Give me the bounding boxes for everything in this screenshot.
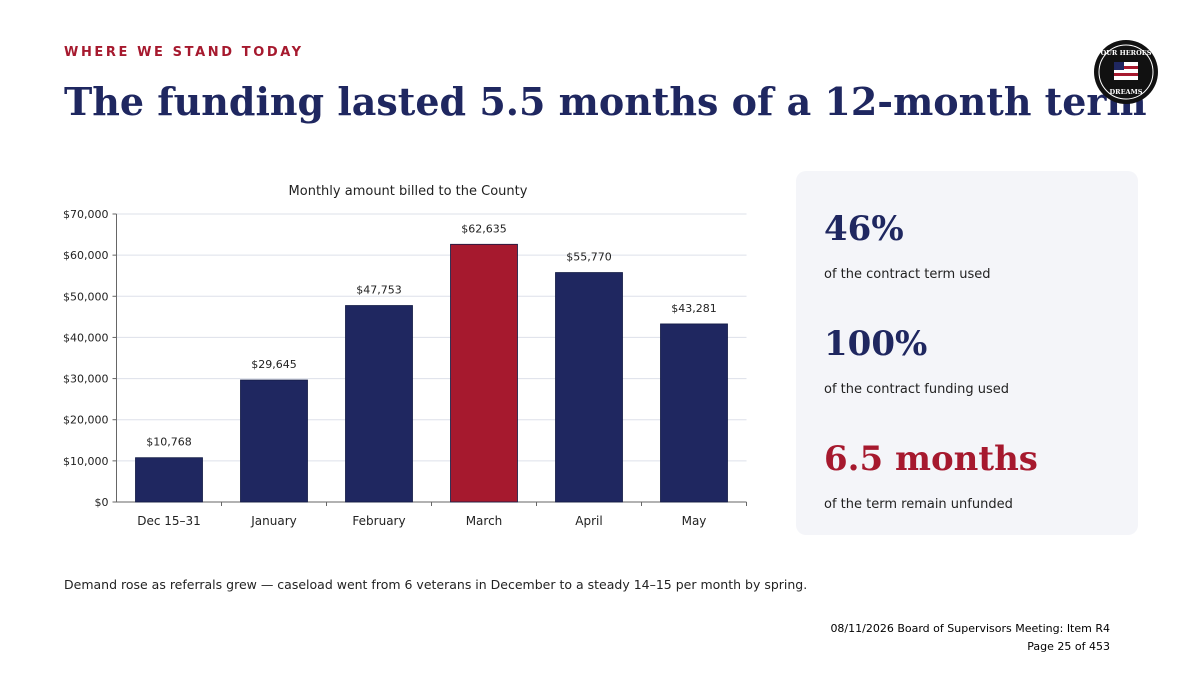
x-tick-label: Dec 15–31 <box>137 514 201 528</box>
value-label: $43,281 <box>671 302 717 315</box>
stat-figure: 46% <box>824 209 904 249</box>
value-label: $29,645 <box>251 358 297 371</box>
y-tick-label: $70,000 <box>63 208 109 221</box>
logo-flag-canton <box>1114 62 1124 70</box>
chart-title: Monthly amount billed to the County <box>289 184 528 199</box>
bar <box>345 305 413 503</box>
bar <box>135 457 203 503</box>
y-tick-label: $0 <box>95 496 109 509</box>
value-label: $47,753 <box>356 284 402 297</box>
logo-ring <box>1098 44 1154 100</box>
value-label: $10,768 <box>146 436 192 449</box>
stats: 46% of the contract term used 100% of the c… <box>824 209 1038 512</box>
stat-figure: 100% <box>824 324 927 364</box>
x-tick-label: May <box>682 514 707 528</box>
bar <box>555 272 623 503</box>
stat-caption: of the contract term used <box>824 267 991 282</box>
footer-meeting: 08/11/2026 Board of Supervisors Meeting:… <box>830 622 1110 635</box>
stat-caption: of the term remain unfunded <box>824 497 1013 512</box>
logo: OUR HEROES DREAMS <box>1094 40 1158 104</box>
bar <box>660 323 728 503</box>
logo-flag-stripe <box>1124 66 1138 69</box>
x-tick-label: March <box>466 514 503 528</box>
y-tick-label: $40,000 <box>63 331 109 344</box>
x-tick-label: January <box>250 514 297 528</box>
x-tick-label: February <box>352 514 405 528</box>
note: Demand rose as referrals grew — caseload… <box>64 577 807 592</box>
stat-caption: of the contract funding used <box>824 382 1009 397</box>
stat-figure: 6.5 months <box>824 439 1038 479</box>
bar <box>450 243 518 503</box>
value-label: $55,770 <box>566 251 612 264</box>
slide-title: The funding lasted 5.5 months of a 12-mo… <box>64 79 1147 124</box>
y-tick-label: $50,000 <box>63 290 109 303</box>
x-tick-label: April <box>575 514 602 528</box>
logo-flag-stripe <box>1114 73 1138 76</box>
logo-text: DREAMS <box>1110 88 1143 96</box>
footer-page: Page 25 of 453 <box>1027 640 1110 653</box>
logo-text: OUR HEROES <box>1101 49 1152 57</box>
y-tick-label: $60,000 <box>63 249 109 262</box>
y-tick-label: $10,000 <box>63 455 109 468</box>
y-tick-label: $30,000 <box>63 373 109 386</box>
chart: $0 $10,000 $20,000 $30,000 $40,000 $50,000 $60… <box>63 208 747 528</box>
y-tick-label: $20,000 <box>63 414 109 427</box>
value-label: $62,635 <box>461 222 507 235</box>
bar <box>240 379 308 503</box>
stats-panel <box>796 171 1138 535</box>
eyebrow: WHERE WE STAND TODAY <box>64 45 304 60</box>
